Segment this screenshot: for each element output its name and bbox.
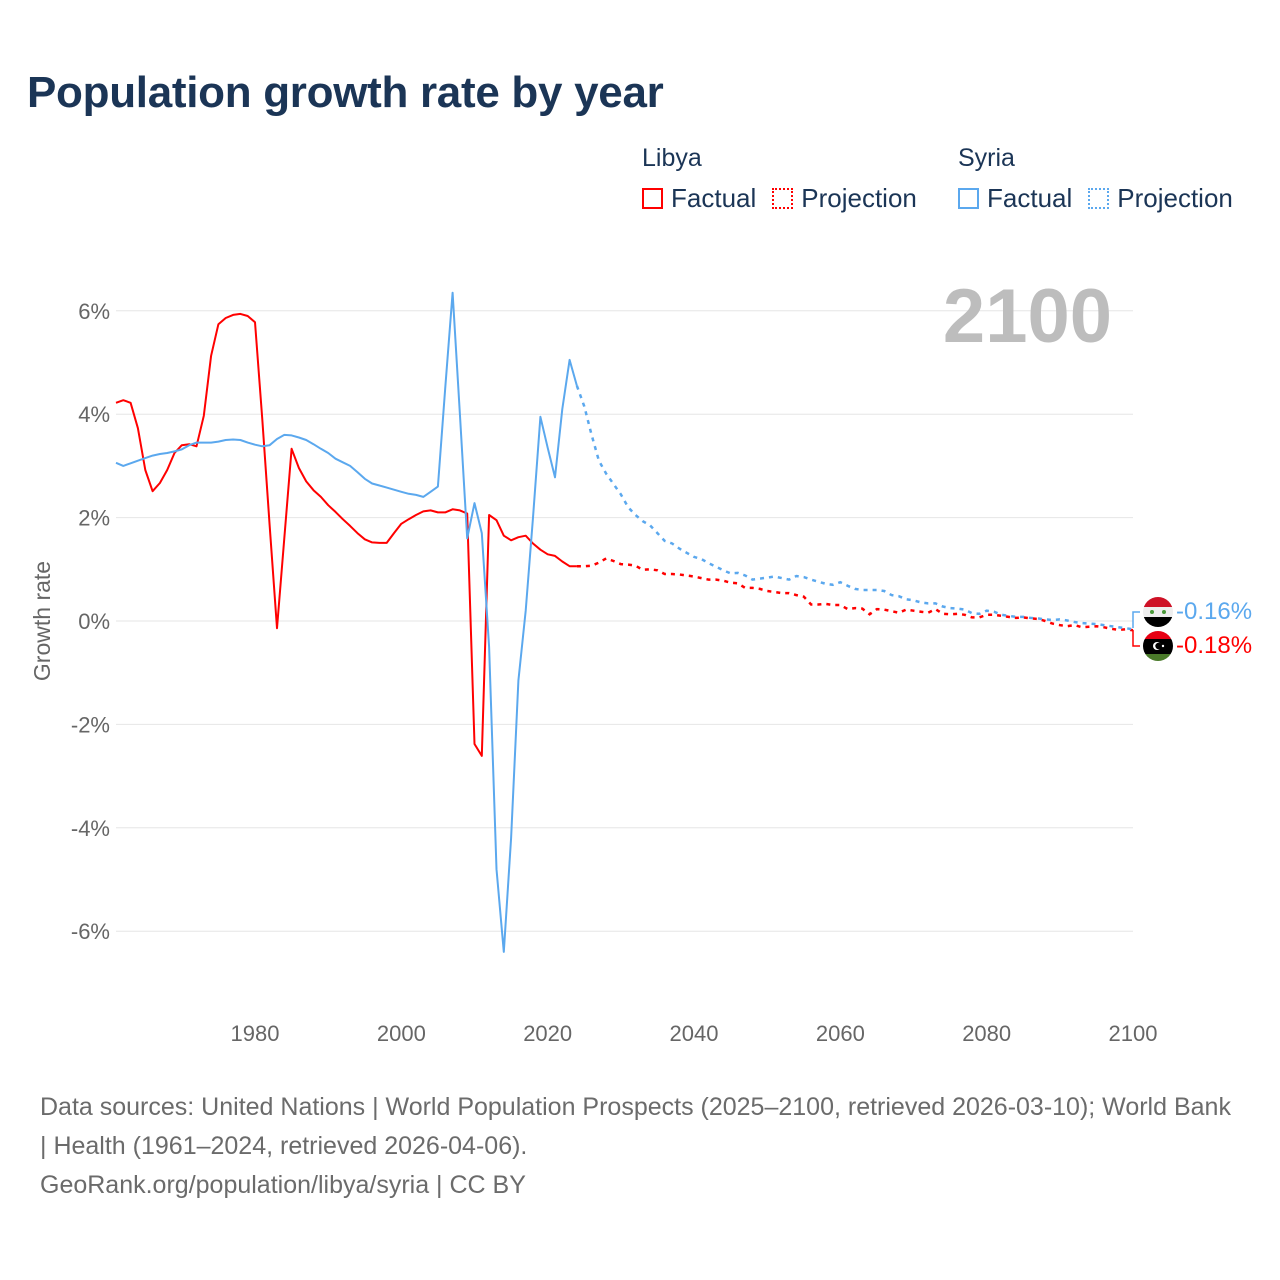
year-display: 2100 xyxy=(943,274,1112,359)
libya-factual-line xyxy=(115,312,577,757)
syria-projection-line xyxy=(575,385,1134,631)
syria-factual-line xyxy=(115,291,578,953)
y-tick-label: -6% xyxy=(71,919,110,944)
syria-end-value: -0.16% xyxy=(1176,598,1252,625)
y-tick-label: -2% xyxy=(71,712,110,737)
legend-syria: Syria Factual Projection xyxy=(958,144,1233,214)
data-sources: Data sources: United Nations | World Pop… xyxy=(40,1093,1231,1160)
libya-end-connector xyxy=(1132,630,1140,647)
dotted-swatch-icon xyxy=(1088,188,1110,209)
legend-label: Projection xyxy=(801,183,917,213)
x-tick-label: 2100 xyxy=(1109,1021,1158,1046)
page-title: Population growth rate by year xyxy=(27,68,664,117)
legend-label: Factual xyxy=(671,183,757,213)
legend-syria-projection[interactable]: Projection xyxy=(1088,183,1233,214)
legend-libya-projection[interactable]: Projection xyxy=(772,183,917,214)
y-tick-label: 4% xyxy=(78,402,110,427)
x-tick-label: 1980 xyxy=(231,1021,280,1046)
libya-flag-icon xyxy=(1143,631,1173,661)
y-tick-label: -4% xyxy=(71,816,110,841)
x-tick-label: 2000 xyxy=(377,1021,426,1046)
source-link[interactable]: GeoRank.org/population/libya/syria | CC … xyxy=(40,1171,526,1199)
dotted-swatch-icon xyxy=(772,188,794,209)
y-tick-label: 2% xyxy=(78,506,110,531)
y-tick-label: 0% xyxy=(78,609,110,634)
x-tick-label: 2040 xyxy=(670,1021,719,1046)
x-tick-label: 2060 xyxy=(816,1021,865,1046)
solid-swatch-icon xyxy=(642,188,663,209)
legend-syria-factual[interactable]: Factual xyxy=(958,183,1072,214)
legend-label: Factual xyxy=(987,183,1073,213)
footer: Data sources: United Nations | World Pop… xyxy=(40,1088,1240,1205)
x-tick-label: 2020 xyxy=(523,1021,572,1046)
legend-syria-name: Syria xyxy=(958,144,1015,172)
libya-end-value: -0.18% xyxy=(1176,632,1252,659)
y-tick-label: 6% xyxy=(78,299,110,324)
legend-libya: Libya Factual Projection xyxy=(642,144,933,214)
legend-label: Projection xyxy=(1117,183,1233,213)
y-axis-label: Growth rate xyxy=(29,561,55,681)
libya-projection-line xyxy=(576,557,1134,632)
solid-swatch-icon xyxy=(958,188,979,209)
syria-end-connector xyxy=(1132,611,1140,628)
x-tick-label: 2080 xyxy=(962,1021,1011,1046)
legend-libya-factual[interactable]: Factual xyxy=(642,183,756,214)
legend-libya-name: Libya xyxy=(642,144,702,172)
syria-flag-icon xyxy=(1143,597,1173,627)
